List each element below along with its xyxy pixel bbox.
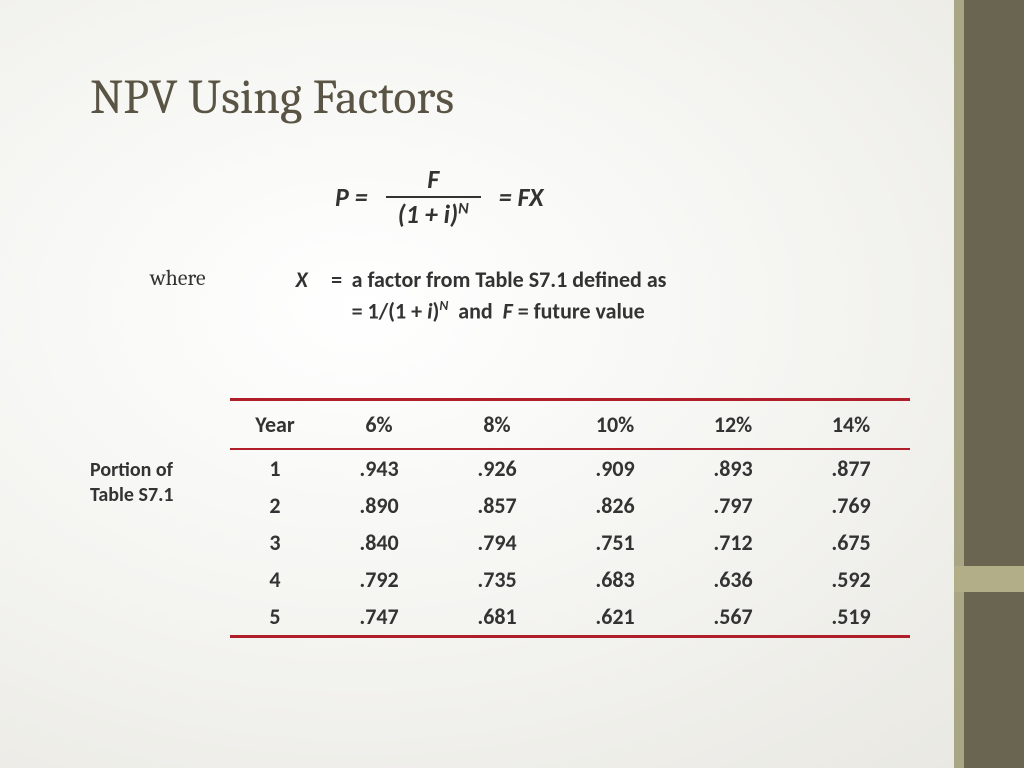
definition-body: X=a factor from Table S7.1 defined as = … bbox=[296, 265, 667, 327]
table-cell: 1 bbox=[230, 449, 320, 487]
table-cell: .712 bbox=[674, 524, 792, 561]
table-cell: 3 bbox=[230, 524, 320, 561]
table-cell: .840 bbox=[320, 524, 438, 561]
sidebar-accent-block bbox=[954, 566, 1024, 592]
table-cell: .735 bbox=[438, 561, 556, 598]
table-cell: .893 bbox=[674, 449, 792, 487]
table-cell: .926 bbox=[438, 449, 556, 487]
formula-definition: where X=a factor from Table S7.1 defined… bbox=[150, 265, 666, 327]
table-cell: .592 bbox=[792, 561, 910, 598]
table-cell: .681 bbox=[438, 598, 556, 637]
col-header-12pct: 12% bbox=[674, 400, 792, 450]
table-cell: .769 bbox=[792, 487, 910, 524]
table-row: 2.890.857.826.797.769 bbox=[230, 487, 910, 524]
table-cell: .826 bbox=[556, 487, 674, 524]
table-cell: .877 bbox=[792, 449, 910, 487]
table-row: 5.747.681.621.567.519 bbox=[230, 598, 910, 637]
table-cell: .567 bbox=[674, 598, 792, 637]
formula-denominator: (1 + i)N bbox=[386, 196, 481, 229]
table-cell: .857 bbox=[438, 487, 556, 524]
factor-table: Year 6% 8% 10% 12% 14% 1.943.926.909.893… bbox=[230, 398, 910, 638]
table-cell: .909 bbox=[556, 449, 674, 487]
col-header-6pct: 6% bbox=[320, 400, 438, 450]
table-cell: 5 bbox=[230, 598, 320, 637]
table-caption: Portion of Table S7.1 bbox=[90, 458, 174, 508]
table-header-row: Year 6% 8% 10% 12% 14% bbox=[230, 400, 910, 450]
formula-fraction: F (1 + i)N bbox=[386, 165, 481, 228]
col-header-year: Year bbox=[230, 400, 320, 450]
npv-formula: P = F (1 + i)N = FX bbox=[335, 165, 544, 228]
table-cell: .943 bbox=[320, 449, 438, 487]
formula-rhs: = FX bbox=[499, 181, 544, 213]
table-row: 4.792.735.683.636.592 bbox=[230, 561, 910, 598]
table-cell: .519 bbox=[792, 598, 910, 637]
table-cell: .747 bbox=[320, 598, 438, 637]
col-header-8pct: 8% bbox=[438, 400, 556, 450]
table-cell: .621 bbox=[556, 598, 674, 637]
table-cell: .792 bbox=[320, 561, 438, 598]
table-cell: 4 bbox=[230, 561, 320, 598]
formula-lhs: P = bbox=[335, 181, 368, 213]
table-cell: .797 bbox=[674, 487, 792, 524]
slide-title: NPV Using Factors bbox=[90, 70, 454, 125]
sidebar-stripe-outer bbox=[964, 0, 1024, 768]
formula-numerator: F bbox=[415, 165, 451, 196]
table-cell: .675 bbox=[792, 524, 910, 561]
where-label: where bbox=[150, 265, 206, 291]
col-header-14pct: 14% bbox=[792, 400, 910, 450]
table-cell: .636 bbox=[674, 561, 792, 598]
table-cell: .794 bbox=[438, 524, 556, 561]
table-row: 1.943.926.909.893.877 bbox=[230, 449, 910, 487]
table-cell: .890 bbox=[320, 487, 438, 524]
table-cell: .683 bbox=[556, 561, 674, 598]
sidebar-stripe-inner bbox=[954, 0, 964, 768]
col-header-10pct: 10% bbox=[556, 400, 674, 450]
table-cell: 2 bbox=[230, 487, 320, 524]
table-cell: .751 bbox=[556, 524, 674, 561]
table-row: 3.840.794.751.712.675 bbox=[230, 524, 910, 561]
